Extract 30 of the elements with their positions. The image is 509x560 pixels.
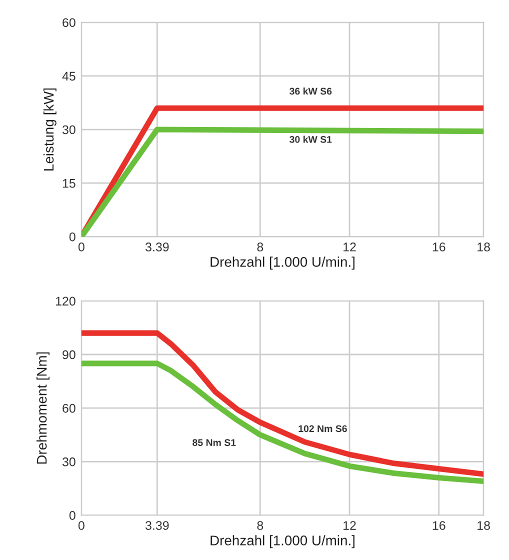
x-axis-title: Drehzahl [1.000 U/min.] [210, 256, 354, 270]
x-tick-label: 8 [257, 242, 264, 252]
y-tick-label: 15 [62, 179, 76, 188]
y-tick-label: 120 [56, 296, 76, 306]
x-axis-title: Drehzahl [1.000 U/min.] [210, 535, 354, 548]
x-tick-label: 0 [78, 242, 84, 252]
x-tick-label: 16 [432, 242, 446, 252]
y-tick-label: 0 [69, 511, 76, 520]
x-tick-label: 3.39 [145, 521, 169, 530]
y-tick-label: 60 [62, 404, 76, 413]
annotation: 36 kW S6 [290, 88, 332, 95]
y-tick-label: 30 [62, 125, 76, 134]
x-tick-label: 18 [478, 521, 490, 530]
y-axis-title: Drehmoment [Nm] [36, 352, 50, 464]
y-tick-label: 45 [62, 72, 76, 81]
y-tick-label: 90 [62, 350, 76, 360]
annotation: 30 kW S1 [290, 136, 332, 143]
annotation: 85 Nm S1 [192, 439, 236, 446]
x-tick-label: 8 [257, 521, 264, 530]
x-tick-label: 12 [344, 521, 356, 530]
y-tick-label: 0 [69, 232, 76, 242]
x-tick-label: 0 [78, 521, 84, 530]
y-tick-label: 60 [62, 18, 76, 28]
x-tick-label: 16 [432, 521, 446, 530]
x-tick-label: 12 [344, 242, 356, 252]
x-tick-label: 3.39 [145, 242, 169, 252]
annotation: 102 Nm S6 [298, 425, 347, 432]
y-tick-label: 30 [62, 457, 76, 466]
y-axis-title: Leistung [kW] [43, 88, 56, 170]
x-tick-label: 18 [478, 242, 490, 252]
